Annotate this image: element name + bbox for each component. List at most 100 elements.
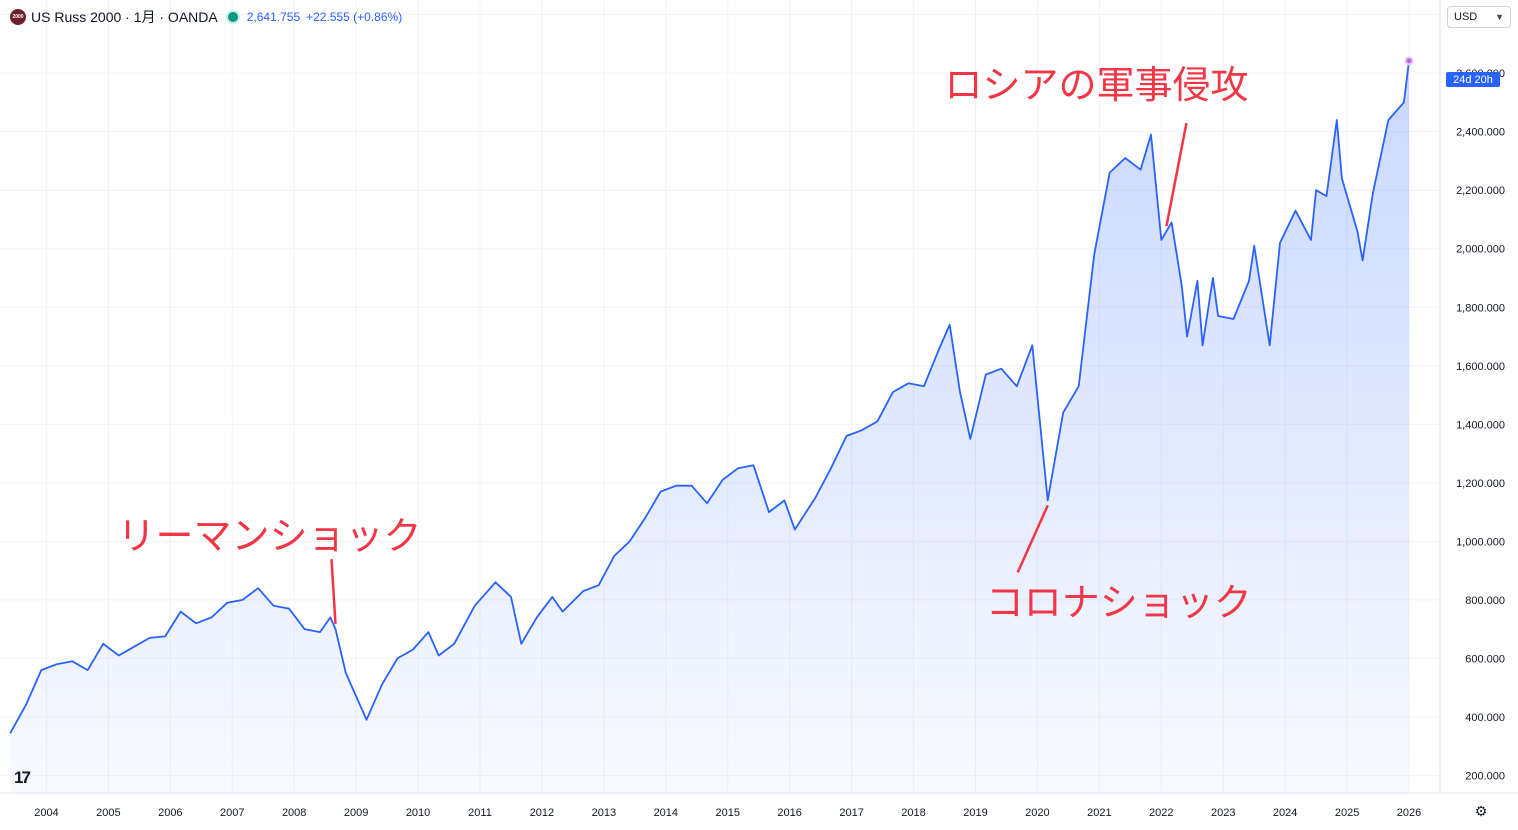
series-point [985, 373, 987, 376]
tradingview-logo-icon[interactable]: 17 [14, 768, 31, 787]
series-point [959, 391, 961, 393]
series-point [1150, 134, 1152, 136]
countdown-tag: 24d 20h [1446, 72, 1500, 87]
series-point [195, 622, 197, 624]
series-point [1403, 101, 1405, 104]
symbol-title[interactable]: US Russ 2000 · 1月 · OANDA [31, 9, 218, 25]
time-tick-label: 2010 [406, 807, 430, 819]
series-point [1269, 344, 1271, 346]
series-point [706, 502, 708, 504]
time-tick-label: 2016 [777, 807, 801, 819]
time-tick-label: 2024 [1273, 807, 1297, 819]
time-tick-label: 2014 [654, 807, 678, 819]
series-point [1387, 119, 1389, 121]
series-point [675, 485, 677, 487]
price-tick-label: 1,600.000 [1456, 361, 1505, 373]
price-tick-label: 1,800.000 [1456, 302, 1505, 314]
series-point [1372, 192, 1374, 194]
series-point [1140, 169, 1142, 171]
currency-value: USD [1454, 11, 1478, 23]
time-tick-label: 2025 [1335, 807, 1359, 819]
series-point [752, 464, 755, 466]
series-point [561, 610, 564, 613]
series-point [226, 602, 228, 604]
series-point [794, 529, 796, 531]
series-point [164, 635, 166, 638]
currency-select[interactable]: USD ▼ [1447, 6, 1511, 28]
series-point [1078, 385, 1080, 387]
series-point [438, 654, 440, 657]
series-point [1062, 411, 1064, 414]
series-point [551, 596, 553, 598]
price-tick-label: 2,000.000 [1456, 244, 1505, 256]
time-tick-label: 2023 [1211, 807, 1235, 819]
time-tick-label: 2004 [34, 807, 58, 819]
series-point [923, 385, 925, 387]
series-point [1016, 385, 1018, 387]
price-series-line [9, 60, 1410, 734]
annotation-label: ロシアの軍事侵攻 [944, 63, 1248, 107]
series-point [56, 663, 58, 665]
series-point [1315, 189, 1317, 191]
series-point [907, 382, 909, 384]
series-point [1279, 242, 1281, 244]
annotation-label: リーマンショック [117, 514, 421, 558]
time-tick-label: 2022 [1149, 807, 1173, 819]
price-tick-label: 800.000 [1465, 595, 1505, 607]
series-point [1361, 259, 1364, 262]
series-point [1341, 177, 1343, 180]
series-point [474, 605, 476, 607]
series-point [1217, 315, 1219, 317]
series-point [1336, 119, 1338, 121]
settings-icon[interactable]: ⚙ [1474, 802, 1488, 819]
price-tick-label: 1,000.000 [1456, 536, 1505, 548]
series-point [861, 429, 863, 431]
annotation-pointer [330, 559, 337, 625]
time-tick-label: 2006 [158, 807, 182, 819]
price-change: +22.555 (+0.86%) [306, 10, 403, 24]
series-point [1186, 335, 1188, 338]
series-point [783, 499, 786, 501]
series-point [1232, 318, 1235, 320]
series-point [969, 438, 971, 440]
time-tick-label: 2007 [220, 807, 244, 819]
series-point [892, 391, 894, 393]
series-point [1047, 499, 1049, 501]
series-point [768, 511, 770, 513]
series-point [453, 643, 455, 645]
series-point [1031, 344, 1033, 346]
time-tick-label: 2013 [592, 807, 616, 819]
price-tick-label: 2,400.000 [1456, 127, 1505, 139]
series-point [1201, 344, 1204, 346]
series-point [133, 646, 135, 648]
series-point [536, 616, 538, 619]
symbol-header[interactable]: 2000 US Russ 2000 · 1月 · OANDA 2,641.755… [10, 6, 402, 28]
series-point [303, 628, 306, 630]
series-point [241, 599, 244, 601]
series-point [845, 435, 848, 437]
series-point [329, 616, 331, 619]
series-point [334, 628, 337, 630]
time-tick-label: 2021 [1087, 807, 1111, 819]
series-point [1253, 245, 1255, 247]
time-tick-label: 2026 [1397, 807, 1421, 819]
series-point [40, 669, 42, 671]
series-point [691, 485, 693, 487]
series-point [9, 732, 11, 734]
series-point [582, 590, 584, 592]
series-point [644, 517, 646, 519]
series-point [830, 467, 832, 469]
last-price: 2,641.755 [246, 10, 301, 24]
series-point [1248, 280, 1250, 282]
series-point [118, 654, 120, 657]
annotation-pointer [1165, 122, 1188, 227]
series-point [721, 479, 724, 481]
series-point [598, 584, 600, 586]
time-tick-label: 2019 [963, 807, 987, 819]
time-tick-label: 2005 [96, 807, 120, 819]
series-point [1000, 368, 1002, 370]
time-tick-label: 2008 [282, 807, 306, 819]
last-price-marker [1404, 56, 1414, 66]
series-point [510, 596, 512, 598]
